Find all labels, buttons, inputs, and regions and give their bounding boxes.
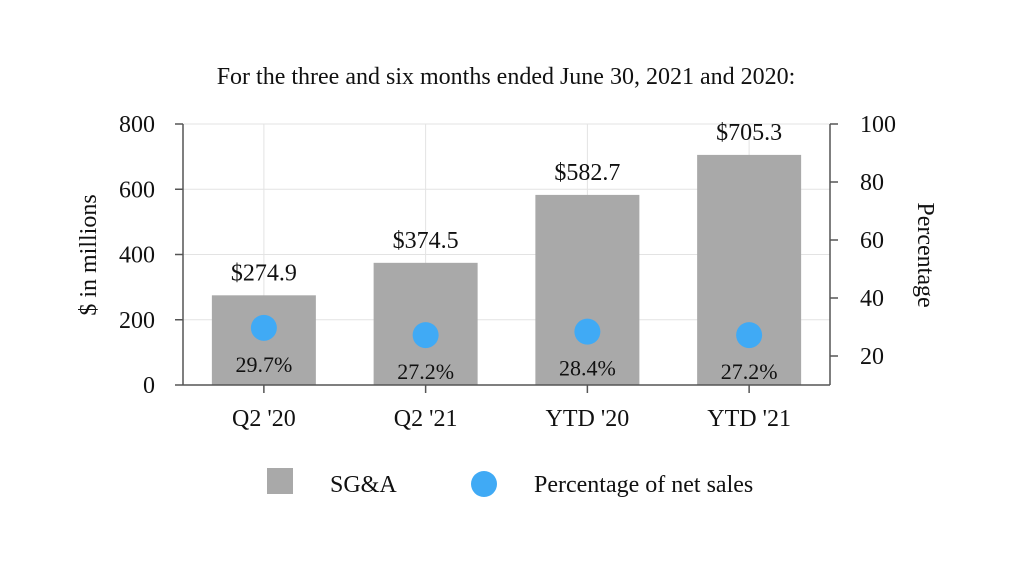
y2-tick-label: 60	[860, 228, 884, 254]
x-tick-label: Q2 '21	[394, 406, 458, 432]
y-tick-label: 0	[143, 373, 155, 399]
point-percentage	[250, 314, 277, 341]
bar-sga	[535, 194, 640, 385]
point-value-label: 27.2%	[721, 359, 778, 384]
point-value-label: 28.4%	[559, 356, 616, 381]
bar-sga	[697, 154, 802, 385]
x-tick-label: Q2 '20	[232, 406, 296, 432]
y-tick-label: 400	[119, 243, 155, 269]
chart-title: For the three and six months ended June …	[217, 64, 796, 90]
ticks: 0 200 400 600 800 20 40 60 80 100 Q2 '20 Q2 '21 YTD …	[119, 112, 896, 432]
legend-label-percentage: Percentage of net sales	[534, 472, 753, 498]
point-value-label: 27.2%	[397, 359, 454, 384]
legend: SG&A Percentage of net sales	[267, 468, 753, 498]
legend-swatch-sga	[267, 468, 293, 494]
y2-tick-label: 80	[860, 170, 884, 196]
point-percentage	[412, 322, 439, 349]
y-tick-label: 800	[119, 112, 155, 138]
point-percentage	[574, 318, 601, 345]
x-tick-label: YTD '20	[546, 406, 630, 432]
y-tick-label: 600	[119, 177, 155, 203]
y-axis-label: $ in millions	[76, 194, 102, 315]
x-tick-label: YTD '21	[707, 406, 791, 432]
y2-tick-label: 20	[860, 344, 884, 370]
legend-swatch-percentage	[471, 471, 497, 497]
bar-value-label: $374.5	[393, 228, 459, 254]
bar-value-label: $705.3	[716, 120, 782, 146]
bar-value-label: $582.7	[554, 160, 620, 186]
y2-tick-label: 100	[860, 112, 896, 138]
point-value-label: 29.7%	[235, 352, 292, 377]
points	[250, 314, 763, 349]
legend-label-sga: SG&A	[330, 472, 397, 498]
point-percentage	[736, 322, 763, 349]
y2-axis-label: Percentage	[912, 202, 938, 307]
bar-value-label: $274.9	[231, 260, 297, 286]
data-labels: $274.9 $374.5 $582.7 $705.3 29.7% 27.2% 28.4% 2…	[231, 120, 782, 384]
y2-tick-label: 40	[860, 286, 884, 312]
y-tick-label: 200	[119, 308, 155, 334]
